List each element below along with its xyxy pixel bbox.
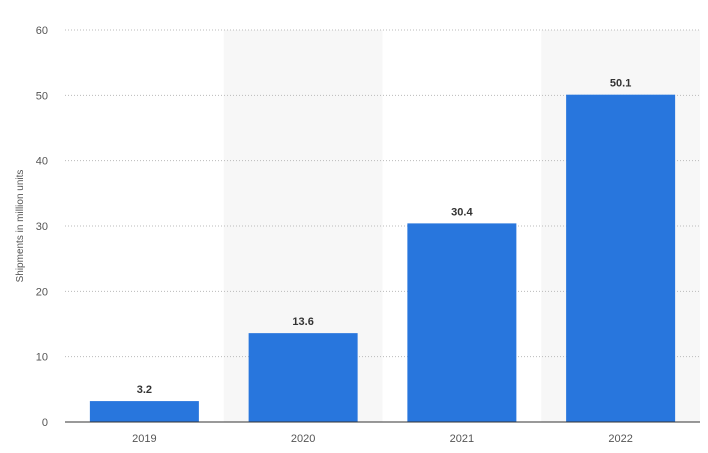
data-label-2021: 30.4 xyxy=(451,206,473,218)
y-tick-label-60: 60 xyxy=(36,25,48,37)
gridlines xyxy=(65,29,700,358)
y-tick-label-40: 40 xyxy=(36,156,48,168)
y-axis-title: Shipments in million units xyxy=(15,170,26,283)
bar-2022 xyxy=(566,94,676,423)
x-tick-label-2020: 2020 xyxy=(291,433,315,445)
x-tick-label-2022: 2022 xyxy=(608,433,632,445)
y-axis-ticks: 0 10 20 30 40 50 60 xyxy=(36,25,48,429)
bar-2021 xyxy=(407,223,517,422)
y-tick-label-0: 0 xyxy=(42,417,48,429)
y-tick-label-50: 50 xyxy=(36,90,48,102)
y-tick-label-10: 10 xyxy=(36,352,48,364)
data-labels: 3.2 13.6 30.4 50.1 xyxy=(137,78,632,396)
data-label-2019: 3.2 xyxy=(137,384,152,396)
data-label-2020: 13.6 xyxy=(292,316,313,328)
bars xyxy=(89,94,676,423)
x-tick-label-2019: 2019 xyxy=(132,433,156,445)
bar-2020 xyxy=(248,333,358,422)
data-label-2022: 50.1 xyxy=(610,78,631,90)
x-axis-ticks: 2019 2020 2021 2022 xyxy=(132,433,633,445)
y-tick-label-20: 20 xyxy=(36,286,48,298)
x-tick-label-2021: 2021 xyxy=(450,433,474,445)
bar-2019 xyxy=(89,401,199,422)
y-tick-label-30: 30 xyxy=(36,221,48,233)
